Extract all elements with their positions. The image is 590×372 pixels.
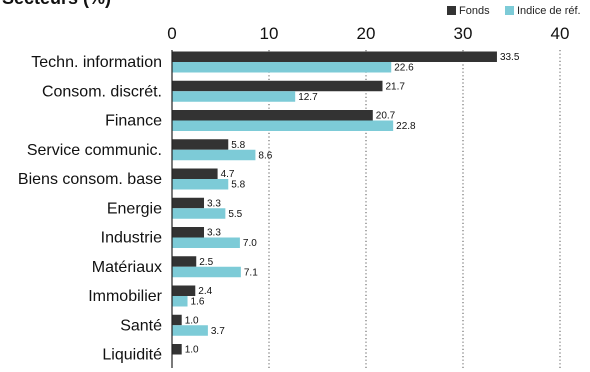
value-label-indice-de-ref-finance: 22.8 <box>396 121 416 132</box>
bar-indice-de-ref-consom-discret <box>172 91 296 102</box>
bar-indice-de-ref-sante <box>172 325 208 336</box>
legend-swatch-fonds <box>447 6 456 15</box>
x-tick-label-10: 10 <box>260 24 279 43</box>
category-label-materiaux: Matériaux <box>92 259 162 276</box>
bar-indice-de-ref-immobilier <box>172 296 188 307</box>
value-label-indice-de-ref-consom-discret: 12.7 <box>298 92 318 103</box>
value-label-fonds-techn-information: 33.5 <box>500 52 520 63</box>
bars <box>172 51 497 355</box>
value-label-fonds-energie: 3.3 <box>207 198 221 209</box>
bar-indice-de-ref-materiaux <box>172 266 241 278</box>
value-label-indice-de-ref-industrie: 7.0 <box>243 238 257 249</box>
bar-indice-de-ref-service-communic <box>172 149 256 161</box>
value-label-indice-de-ref-sante: 3.7 <box>211 326 225 337</box>
category-label-service-communic: Service communic. <box>27 142 162 159</box>
legend-label-fonds: Fonds <box>459 5 490 17</box>
value-label-indice-de-ref-energie: 5.5 <box>228 209 242 220</box>
bar-indice-de-ref-techn-information <box>172 62 392 73</box>
value-label-indice-de-ref-materiaux: 7.1 <box>244 267 258 278</box>
category-label-energie: Energie <box>107 200 162 217</box>
category-label-consom-discret: Consom. discrét. <box>42 83 162 100</box>
category-label-industrie: Industrie <box>101 230 162 247</box>
bar-fonds-energie <box>172 197 205 209</box>
legend-label-indice: Indice de réf. <box>517 5 581 17</box>
category-label-sante: Santé <box>120 317 162 334</box>
value-labels: 33.522.621.712.720.722.85.88.64.75.83.35… <box>185 52 520 356</box>
category-label-liquidite: Liquidité <box>102 347 162 364</box>
bar-fonds-service-communic <box>172 139 229 150</box>
category-label-immobilier: Immobilier <box>88 288 162 305</box>
bar-fonds-industrie <box>172 227 205 238</box>
x-tick-label-30: 30 <box>454 24 473 43</box>
category-labels: Techn. information Consom. discrét. Financ… <box>18 54 163 364</box>
category-label-biens-consom-base: Biens consom. base <box>18 171 162 188</box>
bar-fonds-biens-consom-base <box>172 168 218 179</box>
value-label-fonds-consom-discret: 21.7 <box>385 81 405 92</box>
value-label-fonds-immobilier: 2.4 <box>198 286 212 297</box>
bar-indice-de-ref-industrie <box>172 237 240 248</box>
x-tick-label-0: 0 <box>167 24 176 43</box>
gridlines <box>268 50 561 368</box>
x-tick-label-20: 20 <box>357 24 376 43</box>
value-label-fonds-materiaux: 2.5 <box>199 257 213 268</box>
bar-indice-de-ref-biens-consom-base <box>172 179 229 190</box>
legend: Fonds Indice de réf. <box>447 5 581 17</box>
value-label-fonds-sante: 1.0 <box>185 315 199 326</box>
value-label-indice-de-ref-techn-information: 22.6 <box>394 63 414 74</box>
bar-fonds-immobilier <box>172 285 196 296</box>
bar-indice-de-ref-energie <box>172 208 226 219</box>
value-label-indice-de-ref-service-communic: 8.6 <box>258 150 272 161</box>
category-label-finance: Finance <box>105 113 162 130</box>
chart-title: Secteurs (%) <box>2 0 111 8</box>
value-label-fonds-service-communic: 5.8 <box>231 140 245 151</box>
category-label-techn-information: Techn. information <box>31 54 162 71</box>
bar-fonds-finance <box>172 110 373 121</box>
bar-fonds-consom-discret <box>172 80 383 92</box>
value-label-indice-de-ref-biens-consom-base: 5.8 <box>231 180 245 191</box>
value-label-fonds-liquidite: 1.0 <box>185 345 199 356</box>
bar-fonds-sante <box>172 314 182 326</box>
bar-indice-de-ref-finance <box>172 120 394 131</box>
bar-fonds-materiaux <box>172 256 197 267</box>
bar-fonds-liquidite <box>172 344 182 355</box>
value-label-fonds-biens-consom-base: 4.7 <box>221 169 235 180</box>
x-axis-ticks: 0 10 20 30 40 <box>167 24 569 43</box>
bar-fonds-techn-information <box>172 51 497 62</box>
value-label-fonds-industrie: 3.3 <box>207 228 221 239</box>
value-label-indice-de-ref-immobilier: 1.6 <box>191 297 205 308</box>
legend-swatch-indice <box>505 6 514 15</box>
x-tick-label-40: 40 <box>551 24 570 43</box>
value-label-fonds-finance: 20.7 <box>376 111 396 122</box>
